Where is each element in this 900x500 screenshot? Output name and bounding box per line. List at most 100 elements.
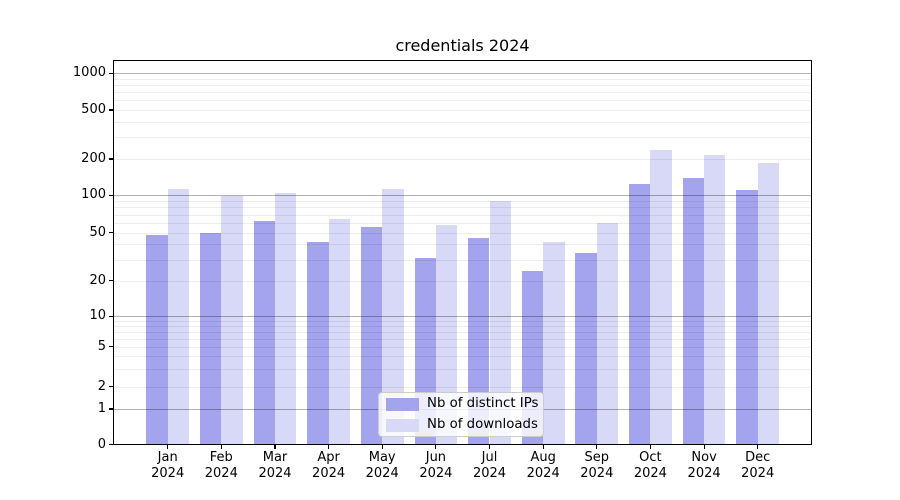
y-tickmark-1 xyxy=(108,408,113,410)
y-tick-label-1: 1 xyxy=(97,401,106,416)
minor-gridline-20 xyxy=(114,280,811,282)
minor-gridline-2 xyxy=(114,386,811,388)
minor-gridline-200 xyxy=(114,159,811,160)
legend-label-distinct-ips: Nb of distinct IPs xyxy=(427,396,539,411)
x-tick-label-feb: Feb 2024 xyxy=(204,450,238,481)
minor-gridline-7 xyxy=(114,331,811,333)
minor-gridline-70 xyxy=(114,214,811,216)
bar-downloads-feb xyxy=(221,196,243,445)
x-tick-label-jul: Jul 2024 xyxy=(472,450,507,481)
bar-downloads-jan xyxy=(167,189,190,445)
minor-gridline-90 xyxy=(114,201,811,202)
x-tickmark-apr xyxy=(328,444,330,449)
major-gridline-10 xyxy=(114,316,811,318)
bar-downloads-mar xyxy=(275,192,297,445)
x-tickmark-may xyxy=(381,444,383,449)
x-tickmark-aug xyxy=(542,444,544,449)
minor-gridline-8 xyxy=(114,326,811,328)
bar-downloads-jul xyxy=(489,201,511,445)
minor-gridline-4 xyxy=(114,356,811,358)
bar-distinct-ips-oct xyxy=(629,183,651,445)
legend-swatch-distinct-ips xyxy=(386,397,419,411)
x-tickmark-sep xyxy=(596,444,598,449)
y-tickmark-10 xyxy=(108,315,113,317)
legend-swatch-downloads xyxy=(386,418,419,432)
x-tick-label-mar: Mar 2024 xyxy=(258,450,292,481)
minor-gridline-700 xyxy=(114,92,811,94)
x-tick-label-sep: Sep 2024 xyxy=(580,450,614,481)
minor-gridline-9 xyxy=(114,320,811,322)
x-tick-label-jun: Jun 2024 xyxy=(419,450,453,481)
bar-downloads-nov xyxy=(704,155,726,445)
y-tick-label-500: 500 xyxy=(81,102,106,117)
y-tick-label-5: 5 xyxy=(97,338,106,354)
bar-distinct-ips-jan xyxy=(146,234,168,445)
x-tickmark-mar xyxy=(274,444,276,449)
minor-gridline-600 xyxy=(114,100,811,102)
y-tick-label-2: 2 xyxy=(97,378,106,394)
bar-distinct-ips-feb xyxy=(199,232,222,445)
minor-gridline-40 xyxy=(114,244,811,246)
y-tick-label-200: 200 xyxy=(81,151,106,166)
bar-distinct-ips-may xyxy=(360,226,383,445)
x-tickmark-nov xyxy=(703,444,705,449)
minor-gridline-500 xyxy=(114,110,811,111)
x-tickmark-oct xyxy=(649,444,651,449)
x-tickmark-dec xyxy=(757,444,759,449)
y-tickmark-50 xyxy=(108,232,113,234)
y-tickmark-1000 xyxy=(108,72,113,74)
x-tick-label-apr: Apr 2024 xyxy=(312,450,346,481)
bar-downloads-jun xyxy=(435,224,458,445)
bar-downloads-sep xyxy=(596,222,619,445)
x-tick-label-may: May 2024 xyxy=(365,450,399,481)
y-tickmark-200 xyxy=(108,158,113,160)
minor-gridline-60 xyxy=(114,222,811,224)
bar-downloads-dec xyxy=(757,163,780,445)
y-tickmark-5 xyxy=(108,346,113,348)
bar-distinct-ips-mar xyxy=(253,221,275,445)
bar-downloads-may xyxy=(382,189,404,445)
y-tick-label-20: 20 xyxy=(89,272,106,288)
y-tick-label-1000: 1000 xyxy=(72,65,106,81)
minor-gridline-900 xyxy=(114,78,811,80)
y-tickmark-100 xyxy=(108,194,113,196)
chart-title: credentials 2024 xyxy=(395,36,530,55)
x-tick-label-jan: Jan 2024 xyxy=(151,450,185,481)
y-tickmark-500 xyxy=(108,109,113,111)
bar-distinct-ips-nov xyxy=(682,178,705,445)
y-tickmark-2 xyxy=(108,386,113,388)
x-tickmark-jul xyxy=(488,444,491,449)
minor-gridline-400 xyxy=(114,121,811,123)
y-tick-label-10: 10 xyxy=(89,308,106,324)
minor-gridline-3 xyxy=(114,369,811,370)
minor-gridline-6 xyxy=(114,338,811,340)
legend-item-downloads: Nb of downloads xyxy=(386,417,538,432)
minor-gridline-5 xyxy=(114,346,811,348)
bar-distinct-ips-dec xyxy=(736,190,758,445)
x-tick-label-dec: Dec 2024 xyxy=(741,450,775,481)
y-tick-label-50: 50 xyxy=(89,224,106,240)
minor-gridline-800 xyxy=(114,85,811,87)
legend: Nb of distinct IPs Nb of downloads xyxy=(378,392,544,437)
x-tick-label-aug: Aug 2024 xyxy=(526,450,560,481)
x-tickmark-jun xyxy=(435,444,437,449)
x-tick-label-nov: Nov 2024 xyxy=(687,450,721,481)
y-tick-label-100: 100 xyxy=(81,187,106,203)
x-tickmark-feb xyxy=(220,444,222,449)
bar-distinct-ips-apr xyxy=(307,241,329,445)
major-gridline-1000 xyxy=(114,73,811,75)
minor-gridline-30 xyxy=(114,259,811,261)
y-tickmark-0 xyxy=(108,443,113,446)
minor-gridline-80 xyxy=(114,207,811,209)
minor-gridline-300 xyxy=(114,137,811,139)
bar-downloads-apr xyxy=(328,218,350,445)
y-tick-label-0: 0 xyxy=(97,436,106,452)
y-tickmark-20 xyxy=(108,280,113,282)
bar-distinct-ips-sep xyxy=(575,252,597,445)
major-gridline-100 xyxy=(114,195,811,197)
legend-label-downloads: Nb of downloads xyxy=(427,417,538,432)
bar-downloads-oct xyxy=(650,150,672,445)
x-tickmark-jan xyxy=(167,444,169,449)
minor-gridline-50 xyxy=(114,232,811,234)
x-tick-label-oct: Oct 2024 xyxy=(633,450,667,481)
